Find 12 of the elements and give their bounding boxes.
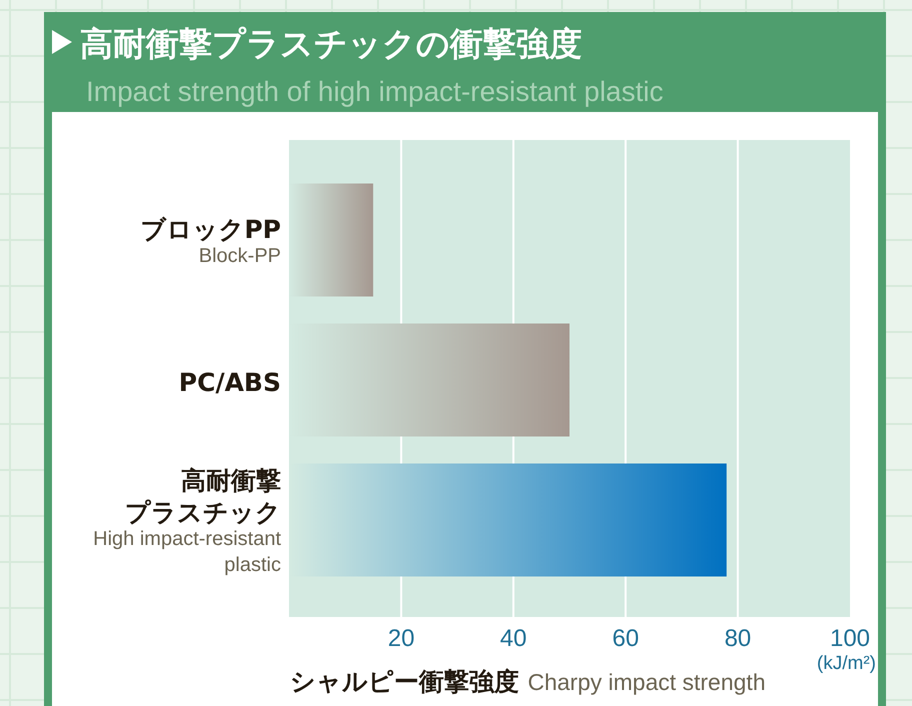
text: (kJ/m²)	[816, 653, 876, 674]
y-tick-label: ブロックPP Block-PP	[140, 215, 281, 267]
y-tick-label: 高耐衝撃プラスチック High impact-resistant plastic	[93, 466, 282, 576]
y-tick-label: PC/ABS	[178, 368, 281, 397]
x-tick-label: 100	[830, 625, 870, 652]
x-tick-label: 20	[388, 625, 415, 652]
x-tick-label: 60	[612, 625, 639, 652]
chart-subtitle: Impact strength of high impact-resistant plastic	[86, 76, 664, 107]
x-tick-label: 80	[724, 625, 752, 652]
x-axis-title: シャルピー衝撃強度 Charpy impact strength	[290, 667, 766, 696]
x-tick-label: 40	[500, 625, 527, 652]
chart-title: 高耐衝撃プラスチックの衝撃強度	[80, 24, 582, 63]
